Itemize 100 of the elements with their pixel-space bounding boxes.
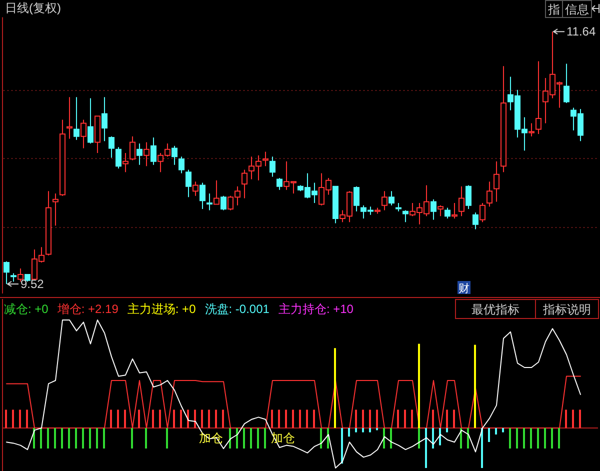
bar	[166, 428, 168, 448]
candlestick	[116, 146, 122, 169]
candlestick	[262, 151, 268, 167]
candlestick	[332, 186, 338, 224]
bar	[103, 428, 105, 448]
bar	[215, 410, 217, 428]
bar	[341, 428, 343, 464]
bar	[509, 428, 511, 448]
bar	[397, 410, 399, 428]
bar	[278, 410, 280, 428]
candlestick	[494, 160, 500, 202]
chart-title: 日线(复权)	[5, 1, 61, 15]
bar	[257, 428, 259, 448]
bar	[250, 428, 252, 448]
bar	[355, 428, 357, 432]
bar	[544, 428, 546, 448]
bar	[390, 428, 392, 448]
bar	[145, 428, 147, 448]
bar	[320, 428, 322, 448]
bar	[229, 428, 231, 448]
bar	[418, 428, 420, 448]
bar	[453, 410, 455, 428]
text: 信息	[565, 2, 589, 16]
bar	[369, 428, 371, 432]
candlestick	[150, 137, 156, 166]
bar	[285, 410, 287, 428]
bar	[40, 428, 42, 448]
bar	[117, 410, 119, 428]
candlestick	[172, 145, 178, 166]
candlestick	[192, 181, 198, 196]
bar	[355, 410, 357, 428]
candlestick	[122, 152, 128, 173]
candlestick	[458, 186, 464, 217]
candlestick	[466, 184, 472, 210]
candlestick	[136, 143, 142, 166]
bar	[152, 410, 154, 428]
text: 指标说明	[542, 302, 591, 316]
bar	[551, 428, 553, 448]
candlestick	[80, 119, 86, 149]
bar	[488, 428, 490, 442]
text: 增仓: +2.19	[56, 302, 119, 316]
bar	[68, 428, 70, 448]
bar	[208, 410, 210, 428]
candlestick	[430, 198, 436, 220]
bar	[222, 410, 224, 428]
candlestick	[74, 96, 80, 140]
bar	[348, 428, 350, 437]
bar	[523, 428, 525, 448]
bar	[26, 410, 28, 428]
candlestick	[10, 272, 16, 282]
bar	[180, 410, 182, 428]
bar	[243, 428, 245, 448]
bar	[124, 410, 126, 428]
bar	[467, 428, 469, 448]
candlestick	[402, 210, 408, 223]
candlestick	[354, 186, 360, 212]
candlestick	[388, 190, 394, 206]
bar	[558, 428, 560, 448]
bar	[418, 344, 420, 428]
text: 指	[547, 2, 560, 16]
candlestick	[396, 202, 402, 212]
bar	[474, 344, 476, 428]
candlestick	[88, 98, 94, 144]
bar	[299, 410, 301, 428]
candlestick	[130, 136, 136, 161]
candlestick	[186, 169, 192, 198]
bar	[502, 428, 504, 432]
bar	[306, 410, 308, 428]
candlestick	[472, 212, 478, 230]
candlestick	[528, 122, 534, 137]
candlestick	[94, 116, 100, 154]
candlestick	[220, 195, 226, 211]
bar	[47, 428, 49, 448]
bar	[313, 410, 315, 428]
bar	[383, 428, 385, 448]
candlestick	[242, 169, 248, 199]
candlestick	[382, 190, 388, 211]
bar	[96, 428, 98, 448]
bar	[271, 410, 273, 428]
bar	[362, 410, 364, 428]
bar	[5, 410, 7, 428]
candlestick	[60, 119, 66, 196]
bar	[369, 410, 371, 428]
candlestick	[486, 181, 492, 208]
bar	[481, 428, 483, 468]
bar	[362, 428, 364, 432]
candlestick	[270, 156, 276, 178]
text: 主力进场: +0	[127, 302, 196, 316]
bar	[173, 410, 175, 428]
candlestick	[108, 136, 114, 158]
annotation: 11.64	[566, 24, 596, 39]
bar	[61, 428, 63, 448]
bar	[236, 428, 238, 448]
bar	[334, 348, 336, 428]
bar	[138, 410, 140, 428]
bar	[201, 410, 203, 428]
candlestick	[500, 66, 506, 173]
bar	[495, 428, 497, 434]
candlestick	[4, 260, 10, 284]
candlestick	[144, 142, 150, 167]
